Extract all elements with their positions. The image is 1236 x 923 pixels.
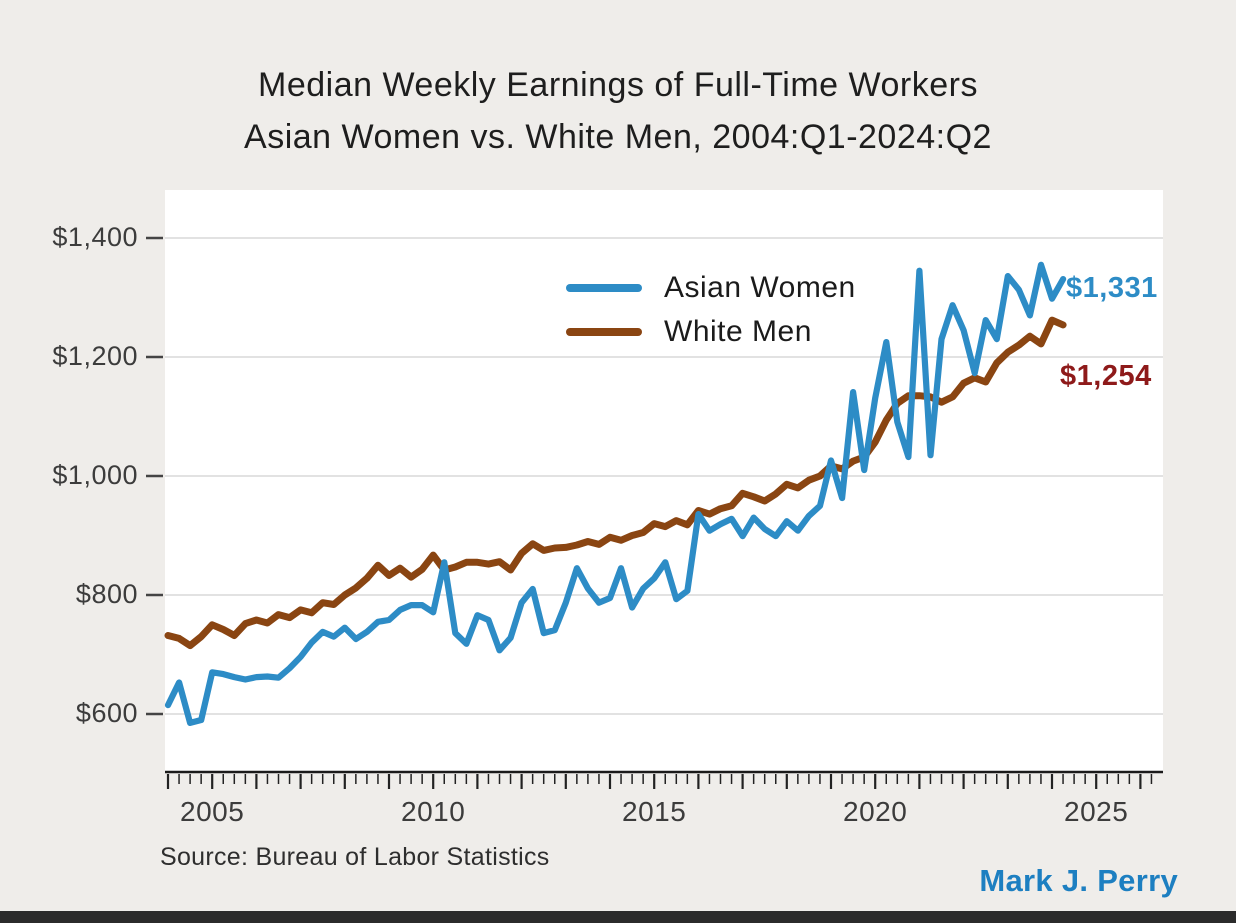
bottom-divider-bar — [0, 911, 1236, 923]
author-credit: Mark J. Perry — [979, 863, 1178, 898]
asian-women-series-line — [164, 261, 1067, 727]
legend-item-white-men: White Men — [566, 310, 856, 354]
y-axis-label-600: $600 — [75, 698, 138, 728]
white-men-line-swatch — [566, 328, 642, 336]
white-men-end-value-label: $1,254 — [1060, 360, 1152, 392]
chart-title-line2: Asian Women vs. White Men, 2004:Q1-2024:… — [244, 117, 992, 156]
plot-background — [165, 190, 1163, 771]
legend-item-asian-women: Asian Women — [566, 266, 856, 310]
chart-legend: Asian Women White Men — [566, 266, 856, 354]
y-axis-label-800: $800 — [75, 579, 138, 609]
x-axis-label-2005: 2005 — [180, 796, 245, 827]
chart-title: Median Weekly Earnings of Full-Time Work… — [0, 60, 1236, 163]
y-axis-label-1400: $1,400 — [52, 222, 138, 252]
y-axis-label-1200: $1,200 — [52, 341, 138, 371]
source-note: Source: Bureau of Labor Statistics — [160, 843, 550, 871]
x-axis-label-2015: 2015 — [622, 796, 687, 827]
x-axis-label-2025: 2025 — [1064, 796, 1129, 827]
chart-title-line1: Median Weekly Earnings of Full-Time Work… — [258, 66, 978, 104]
y-axis-label-1000: $1,000 — [52, 460, 138, 490]
x-axis-label-2010: 2010 — [401, 796, 466, 827]
x-axis-label-2020: 2020 — [843, 796, 908, 827]
legend-label-asian-women: Asian Women — [664, 271, 856, 304]
legend-label-white-men: White Men — [664, 315, 812, 348]
asian-women-line-swatch — [566, 284, 642, 292]
asian-women-end-value-label: $1,331 — [1066, 272, 1158, 304]
